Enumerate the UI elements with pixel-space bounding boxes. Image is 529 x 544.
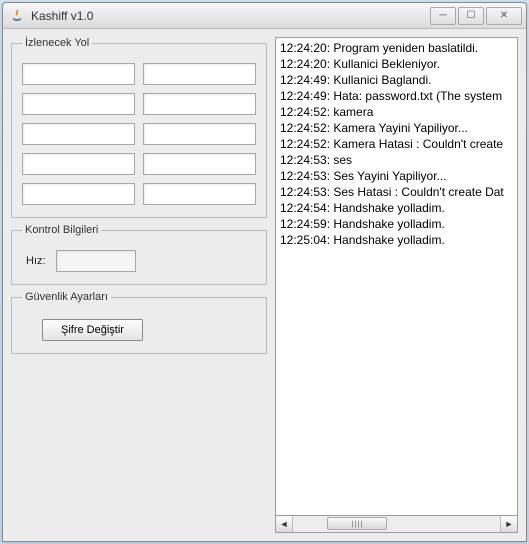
minimize-button[interactable]: ─ [430,7,456,25]
scroll-right-button[interactable]: ► [500,516,517,532]
guvenlik-group: Güvenlik Ayarları Şifre Değiştir [11,291,267,354]
path-input-5[interactable] [143,123,256,145]
right-panel: 12:24:20: Program yeniden baslatildi.12:… [275,37,518,533]
hiz-input[interactable] [56,250,136,272]
log-line: 12:24:20: Program yeniden baslatildi. [280,40,513,56]
log-line: 12:24:49: Kullanici Baglandi. [280,72,513,88]
log-line: 12:25:04: Handshake yolladim. [280,232,513,248]
sifre-degistir-button[interactable]: Şifre Değiştir [42,319,143,341]
path-input-4[interactable] [22,123,135,145]
log-textarea[interactable]: 12:24:20: Program yeniden baslatildi.12:… [275,37,518,516]
window-title: Kashiff v1.0 [31,9,430,23]
maximize-button[interactable]: ☐ [458,7,484,25]
log-line: 12:24:20: Kullanici Bekleniyor. [280,56,513,72]
hiz-label: Hız: [26,255,46,267]
kontrol-row: Hız: [22,250,256,272]
path-input-3[interactable] [143,93,256,115]
log-line: 12:24:53: Ses Hatasi : Couldn't create D… [280,184,513,200]
log-line: 12:24:53: Ses Yayini Yapiliyor... [280,168,513,184]
log-line: 12:24:49: Hata: password.txt (The system [280,88,513,104]
content-area: İzlenecek Yol Kontrol Bilgileri [3,29,526,541]
izlenecek-yol-group: İzlenecek Yol [11,37,267,218]
kontrol-group: Kontrol Bilgileri Hız: [11,224,267,285]
log-line: 12:24:52: kamera [280,104,513,120]
window-controls: ─ ☐ ✕ [430,7,522,25]
path-input-1[interactable] [143,63,256,85]
path-grid [22,63,256,205]
path-input-2[interactable] [22,93,135,115]
app-window: Kashiff v1.0 ─ ☐ ✕ İzlenecek Yol [2,2,527,542]
java-icon [9,8,25,24]
path-input-7[interactable] [143,153,256,175]
scroll-thumb[interactable] [327,517,387,530]
titlebar[interactable]: Kashiff v1.0 ─ ☐ ✕ [3,3,526,29]
kontrol-legend: Kontrol Bilgileri [22,224,101,236]
log-line: 12:24:54: Handshake yolladim. [280,200,513,216]
log-line: 12:24:53: ses [280,152,513,168]
log-line: 12:24:59: Handshake yolladim. [280,216,513,232]
izlenecek-yol-legend: İzlenecek Yol [22,37,92,49]
scroll-track[interactable] [293,516,500,532]
close-button[interactable]: ✕ [486,7,522,25]
left-panel: İzlenecek Yol Kontrol Bilgileri [11,37,267,533]
path-input-9[interactable] [143,183,256,205]
log-line: 12:24:52: Kamera Yayini Yapiliyor... [280,120,513,136]
horizontal-scrollbar[interactable]: ◄ ► [275,516,518,533]
scroll-left-button[interactable]: ◄ [276,516,293,532]
guvenlik-legend: Güvenlik Ayarları [22,291,111,303]
path-input-8[interactable] [22,183,135,205]
log-line: 12:24:52: Kamera Hatasi : Couldn't creat… [280,136,513,152]
path-input-6[interactable] [22,153,135,175]
path-input-0[interactable] [22,63,135,85]
